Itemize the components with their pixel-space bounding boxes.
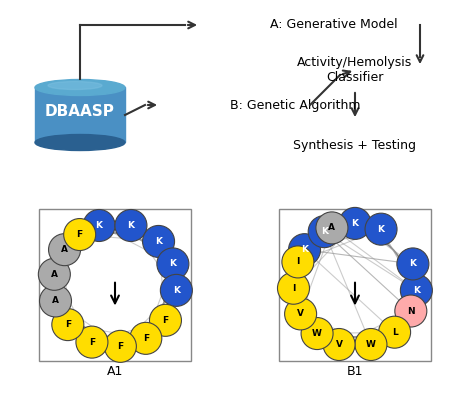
Text: A: A	[328, 223, 336, 232]
Text: F: F	[117, 342, 123, 351]
Text: W: W	[366, 340, 376, 349]
Text: F: F	[163, 316, 169, 325]
Text: A: A	[51, 270, 58, 279]
Text: V: V	[336, 340, 343, 349]
Text: I: I	[296, 257, 300, 266]
Text: K: K	[128, 221, 135, 230]
Text: B: Genetic Algorithm: B: Genetic Algorithm	[230, 98, 361, 112]
Circle shape	[339, 208, 371, 239]
Text: K: K	[96, 221, 102, 230]
Text: N: N	[407, 307, 415, 315]
Text: F: F	[65, 320, 71, 329]
Circle shape	[277, 272, 310, 304]
Text: B1: B1	[347, 365, 363, 378]
Circle shape	[365, 213, 397, 245]
Circle shape	[64, 219, 96, 251]
Circle shape	[284, 298, 317, 330]
Circle shape	[83, 210, 115, 242]
Text: K: K	[301, 245, 308, 254]
Circle shape	[48, 234, 81, 266]
Circle shape	[289, 234, 320, 266]
Text: L: L	[392, 328, 398, 337]
Text: Activity/Hemolysis
Classifier: Activity/Hemolysis Classifier	[297, 56, 413, 84]
Circle shape	[301, 317, 333, 349]
Circle shape	[130, 322, 162, 354]
Circle shape	[397, 248, 429, 280]
Circle shape	[104, 330, 137, 362]
Ellipse shape	[48, 81, 102, 90]
Text: W: W	[312, 329, 322, 338]
Text: Synthesis + Testing: Synthesis + Testing	[293, 139, 417, 151]
Circle shape	[149, 304, 182, 336]
Circle shape	[52, 309, 84, 341]
Circle shape	[395, 295, 427, 327]
Circle shape	[308, 216, 340, 248]
Text: K: K	[321, 227, 328, 236]
Circle shape	[323, 329, 355, 361]
Bar	[35, 88, 125, 142]
Text: K: K	[377, 225, 384, 234]
Text: K: K	[169, 259, 176, 269]
Bar	[39, 209, 191, 361]
Circle shape	[157, 248, 189, 280]
Text: K: K	[173, 286, 180, 295]
Text: A: Generative Model: A: Generative Model	[270, 19, 398, 32]
Text: K: K	[410, 259, 416, 269]
Circle shape	[39, 285, 72, 317]
Circle shape	[401, 274, 432, 306]
Circle shape	[143, 225, 174, 257]
Text: V: V	[297, 310, 304, 318]
Text: A: A	[61, 245, 68, 254]
Text: K: K	[155, 237, 162, 246]
Circle shape	[379, 316, 410, 348]
Circle shape	[115, 210, 147, 242]
Circle shape	[282, 246, 314, 278]
Circle shape	[76, 326, 108, 358]
Bar	[279, 209, 431, 361]
Circle shape	[316, 212, 348, 244]
Text: A: A	[52, 296, 59, 305]
Text: F: F	[89, 338, 95, 347]
Text: F: F	[77, 230, 83, 239]
Text: DBAASP: DBAASP	[45, 105, 115, 120]
Circle shape	[38, 258, 70, 290]
Ellipse shape	[35, 80, 125, 95]
Circle shape	[355, 329, 387, 361]
Text: A1: A1	[107, 365, 123, 378]
Circle shape	[160, 274, 192, 306]
Text: K: K	[413, 286, 420, 295]
Text: F: F	[143, 334, 149, 343]
Ellipse shape	[35, 134, 125, 151]
Text: I: I	[292, 284, 295, 293]
Text: K: K	[352, 219, 358, 228]
